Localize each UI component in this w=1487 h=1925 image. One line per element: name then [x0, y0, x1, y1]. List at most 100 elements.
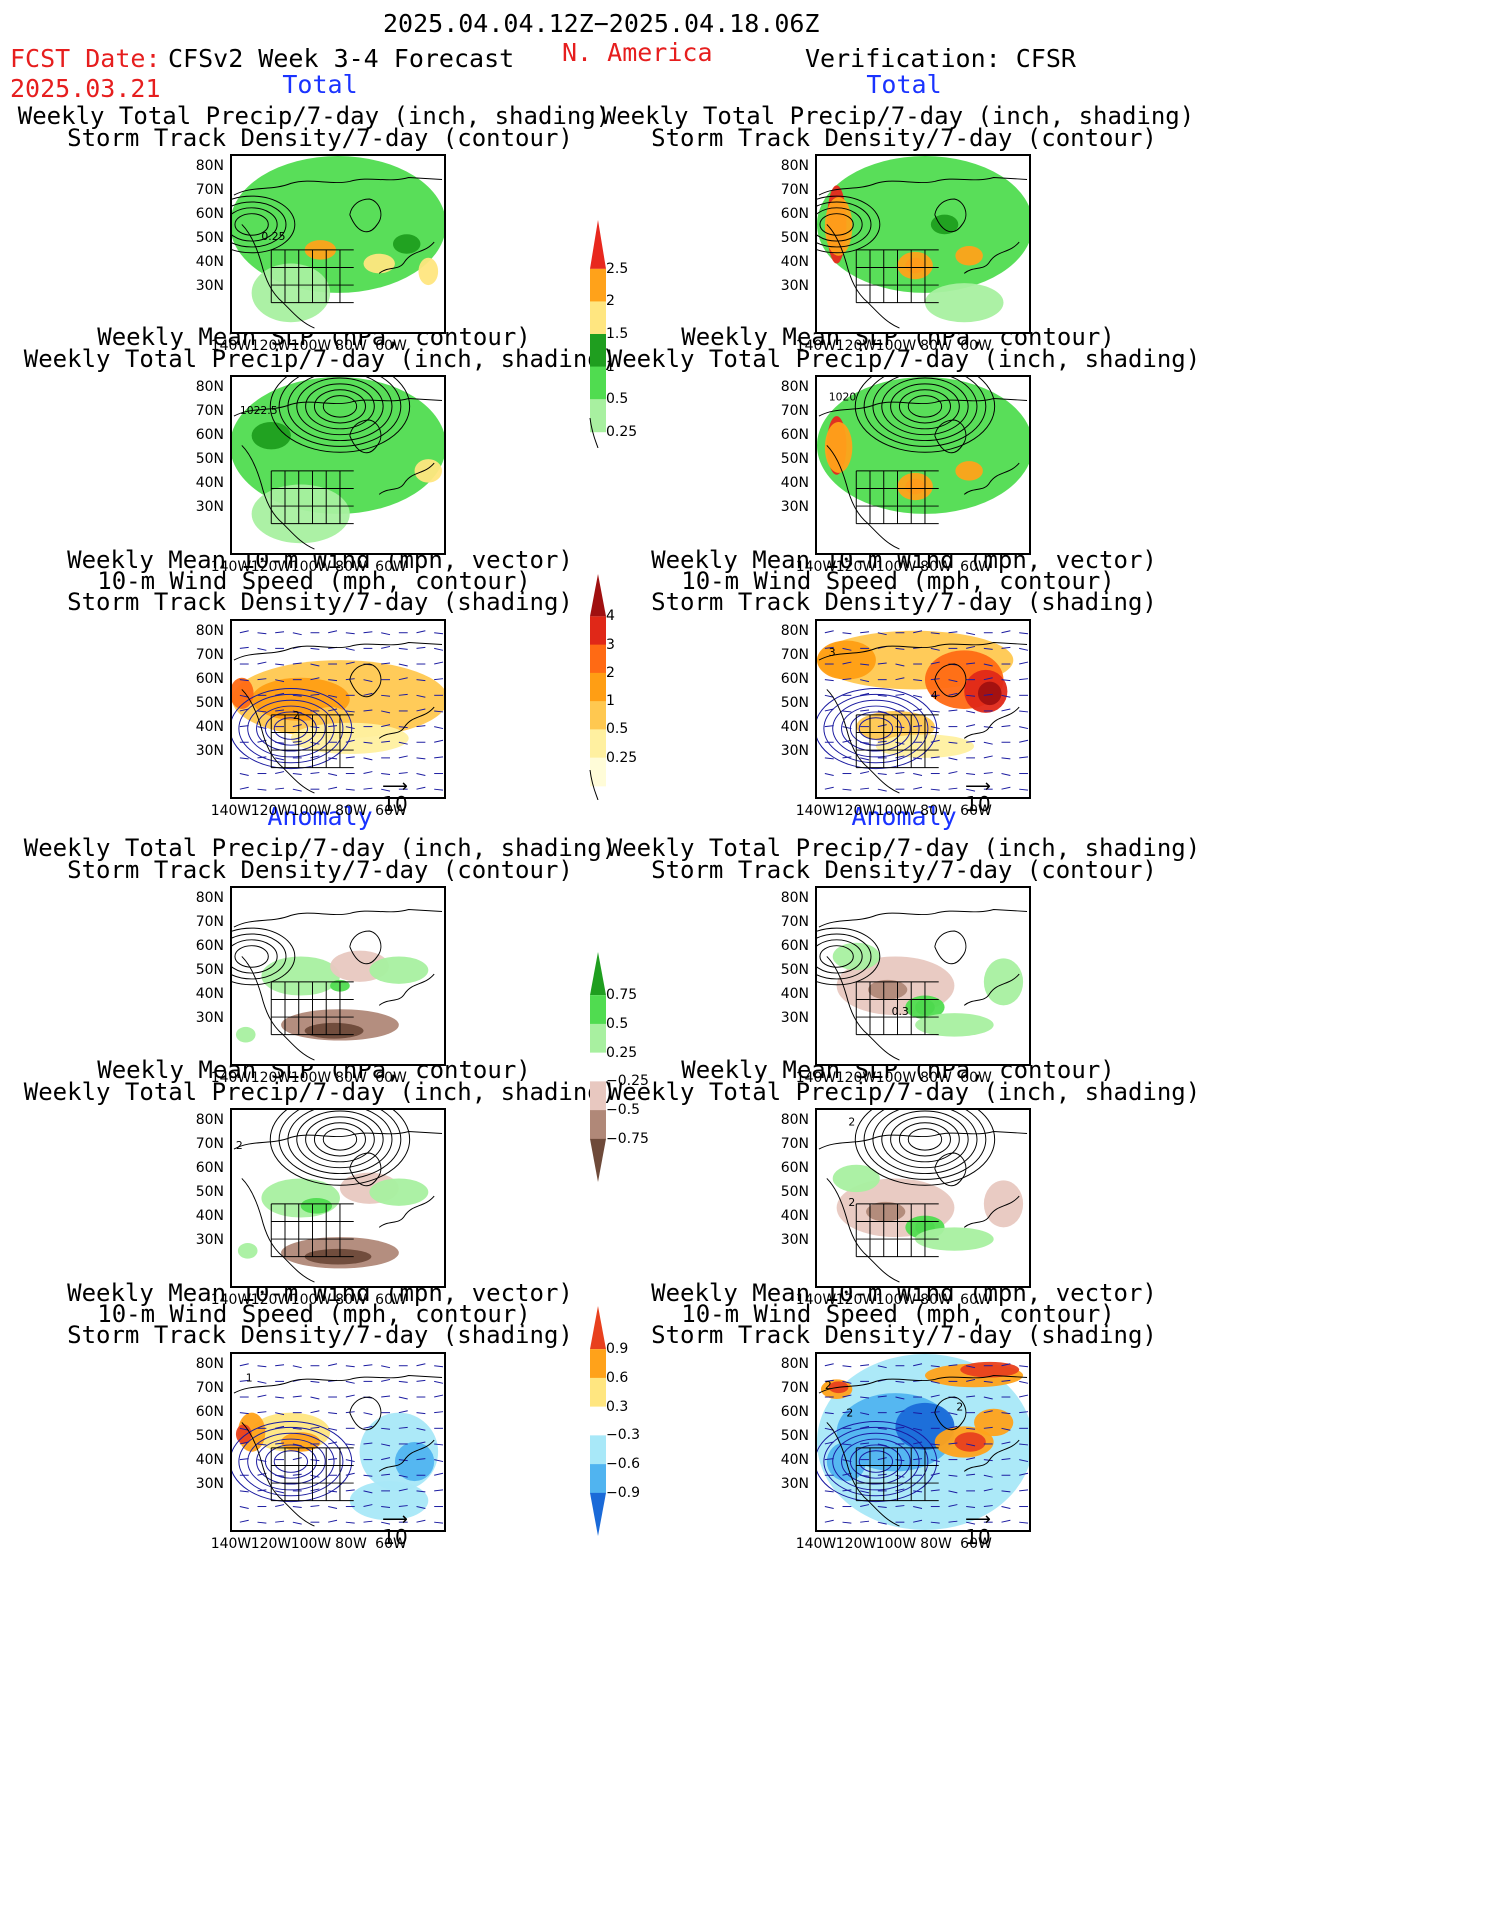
latitude-label: 50N [195, 230, 224, 246]
longitude-label: 100W [875, 1292, 917, 1308]
longitude-label: 100W [875, 1536, 917, 1552]
longitude-label: 60W [375, 1070, 407, 1086]
shaded-region [897, 251, 933, 280]
contour-lines [232, 687, 353, 770]
panel-title: Storm Track Density/7-day (contour) [67, 124, 573, 152]
latitude-label: 70N [780, 647, 809, 663]
latitude-label: 40N [780, 719, 809, 735]
longitude-label: 100W [875, 338, 917, 354]
shaded-region [832, 1164, 880, 1193]
longitude-label: 100W [290, 338, 332, 354]
shaded-region [977, 681, 1002, 706]
longitude-label: 120W [835, 1070, 877, 1086]
contour-lines [232, 927, 296, 986]
colorbar-swatch [590, 1406, 606, 1436]
map-panel: 1020 [815, 375, 1031, 555]
latitude-label: 70N [195, 1380, 224, 1396]
longitude-label: 140W [210, 1536, 252, 1552]
colorbar-label: 0.6 [606, 1369, 629, 1386]
longitude-label: 80W [920, 559, 952, 575]
shaded-region [824, 421, 853, 473]
shaded-region [960, 1361, 1020, 1378]
latitude-label: 80N [195, 890, 224, 906]
colorbar-label: 1.5 [606, 326, 629, 342]
contour-label: 4 [931, 689, 938, 702]
latitude-label: 40N [195, 475, 224, 491]
shaded-region [235, 1026, 256, 1043]
colorbar-label: 0.9 [606, 1341, 629, 1358]
latitude-label: 30N [195, 1476, 224, 1492]
latitude-label: 70N [780, 403, 809, 419]
longitude-label: 140W [795, 1070, 837, 1086]
longitude-label: 120W [250, 559, 292, 575]
latitude-label: 30N [780, 278, 809, 294]
latitude-label: 50N [195, 695, 224, 711]
longitude-label: 80W [335, 1292, 367, 1308]
shaded-region [251, 263, 331, 323]
shaded-region [897, 472, 933, 501]
contour-lines [854, 377, 996, 453]
map-panel: 0.3 [815, 886, 1031, 1066]
longitude-label: 120W [250, 338, 292, 354]
wind-reference-vector: ⟶ 10 [382, 776, 408, 817]
latitude-label: 80N [195, 1356, 224, 1372]
coastline [233, 1375, 443, 1527]
state-borders [270, 470, 354, 525]
latitude-label: 50N [195, 1184, 224, 1200]
panel-title: Weekly Total Precip/7-day (inch, shading… [17, 102, 611, 130]
longitude-label: 80W [335, 803, 367, 819]
longitude-label: 80W [335, 559, 367, 575]
section-anomaly-forecast: Anomaly [267, 802, 373, 831]
section-total-forecast: Total [282, 70, 358, 99]
shaded-region [392, 234, 421, 254]
latitude-label: 60N [780, 1404, 809, 1420]
latitude-label: 60N [195, 427, 224, 443]
shaded-region [955, 245, 983, 266]
fcst-date-label: FCST Date: [10, 44, 161, 73]
longitude-label: 80W [920, 1292, 952, 1308]
latitude-label: 80N [780, 158, 809, 174]
latitude-label: 40N [780, 986, 809, 1002]
latitude-label: 50N [195, 451, 224, 467]
shaded-region [930, 214, 959, 235]
shaded-region [832, 942, 880, 971]
shaded-region [281, 1432, 321, 1452]
map-panel: 2 2 2 [815, 1352, 1031, 1532]
latitude-label: 80N [195, 158, 224, 174]
longitude-label: 80W [920, 1070, 952, 1086]
colorbar [588, 1306, 608, 1536]
state-borders [270, 981, 354, 1036]
longitude-label: 100W [875, 803, 917, 819]
coastline [818, 1131, 1028, 1283]
longitude-label: 140W [210, 338, 252, 354]
colorbar-label: 0.3 [606, 1398, 629, 1415]
colorbar-label: 0.25 [606, 749, 638, 766]
longitude-label: 60W [960, 803, 992, 819]
latitude-label: 30N [780, 499, 809, 515]
latitude-label: 80N [195, 623, 224, 639]
colorbar-label: 0.75 [606, 987, 638, 1004]
shaded-region [363, 253, 395, 274]
latitude-label: 30N [195, 1232, 224, 1248]
shaded-region [261, 956, 340, 996]
longitude-label: 60W [960, 559, 992, 575]
state-borders [855, 470, 939, 525]
latitude-label: 50N [780, 1184, 809, 1200]
colorbar-swatch [590, 1377, 606, 1408]
latitude-label: 30N [195, 499, 224, 515]
colorbar-label: 0.5 [606, 1015, 629, 1032]
longitude-label: 120W [835, 559, 877, 575]
section-anomaly-verification: Anomaly [851, 802, 957, 831]
colorbar-swatch [590, 574, 606, 617]
latitude-label: 70N [195, 914, 224, 930]
contour-lines [817, 687, 938, 770]
latitude-label: 60N [780, 206, 809, 222]
wind-vectors [239, 630, 444, 792]
colorbar-label: 4 [606, 608, 615, 625]
longitude-label: 140W [210, 1292, 252, 1308]
wind-reference-vector: ⟶ 10 [965, 1509, 991, 1550]
panel-title: 10-m Wind Speed (mph, contour) [97, 1300, 531, 1328]
contour-label: 2 [236, 1139, 243, 1152]
panel-title: Storm Track Density/7-day (contour) [651, 124, 1157, 152]
map-panel: 2 [230, 1108, 446, 1288]
